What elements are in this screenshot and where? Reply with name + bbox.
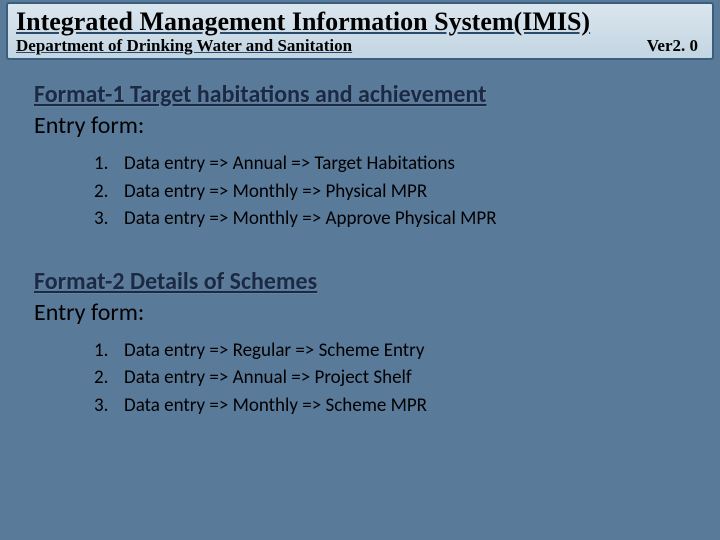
list-item: 3. Data entry => Monthly => Approve Phys…: [94, 205, 686, 233]
section-heading-1: Format-1 Target habitations and achievem…: [34, 80, 686, 109]
page-title: Integrated Management Information System…: [16, 8, 704, 35]
list-item-num: 3.: [94, 205, 124, 233]
list-item-num: 2.: [94, 364, 124, 392]
list-item-num: 2.: [94, 178, 124, 206]
header-subtitle: Department of Drinking Water and Sanitat…: [16, 36, 352, 56]
header-version: Ver2. 0: [647, 36, 698, 56]
list-item-num: 1.: [94, 337, 124, 365]
list-item: 1. Data entry => Regular => Scheme Entry: [94, 337, 686, 365]
list-item-num: 3.: [94, 392, 124, 420]
section-heading-2: Format-2 Details of Schemes: [34, 267, 686, 296]
list-item-text: Data entry => Annual => Project Shelf: [124, 364, 412, 392]
entry-form-label-1: Entry form:: [34, 111, 686, 140]
slide: Integrated Management Information System…: [0, 0, 720, 540]
list-item-text: Data entry => Regular => Scheme Entry: [124, 337, 424, 365]
list-item: 2. Data entry => Monthly => Physical MPR: [94, 178, 686, 206]
list-item: 2. Data entry => Annual => Project Shelf: [94, 364, 686, 392]
title-header-box: Integrated Management Information System…: [6, 2, 714, 60]
list-item-text: Data entry => Annual => Target Habitatio…: [124, 150, 455, 178]
header-sub-row: Department of Drinking Water and Sanitat…: [16, 36, 704, 56]
list-1: 1. Data entry => Annual => Target Habita…: [94, 150, 686, 233]
list-item-text: Data entry => Monthly => Scheme MPR: [124, 392, 427, 420]
entry-form-label-2: Entry form:: [34, 298, 686, 327]
list-item-text: Data entry => Monthly => Physical MPR: [124, 178, 427, 206]
list-item-text: Data entry => Monthly => Approve Physica…: [124, 205, 497, 233]
list-item-num: 1.: [94, 150, 124, 178]
list-item: 3. Data entry => Monthly => Scheme MPR: [94, 392, 686, 420]
content-area: Format-1 Target habitations and achievem…: [34, 80, 686, 453]
list-item: 1. Data entry => Annual => Target Habita…: [94, 150, 686, 178]
list-2: 1. Data entry => Regular => Scheme Entry…: [94, 337, 686, 420]
